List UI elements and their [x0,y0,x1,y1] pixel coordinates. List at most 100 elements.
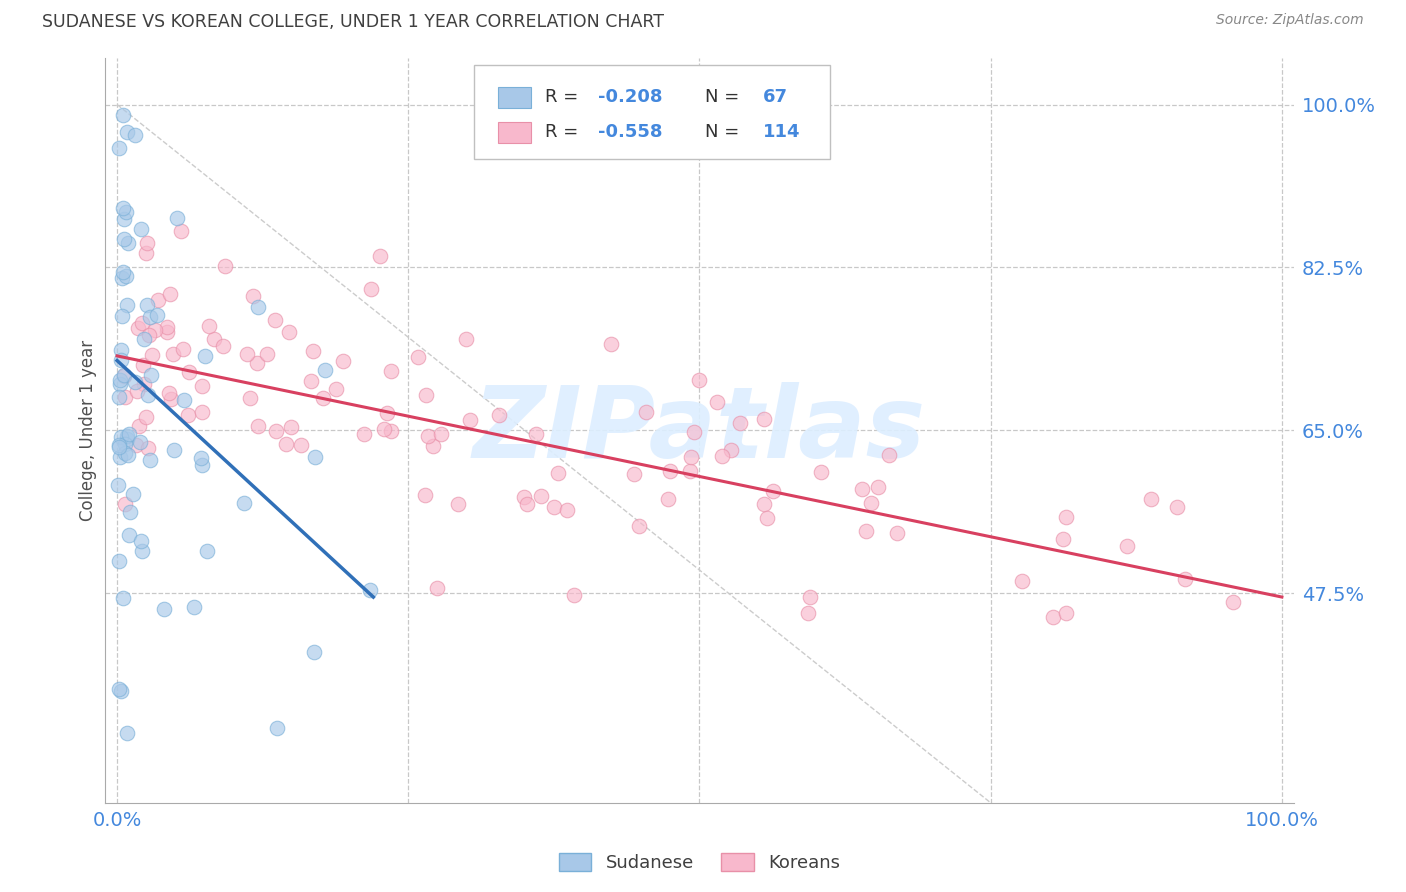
Point [163,443,186,458]
Point [157,385,180,400]
Point [278,325,301,339]
Legend: Sudanese, Koreans: Sudanese, Koreans [551,846,848,880]
Point [332,353,354,368]
Point [239,392,262,406]
Point [132,332,155,346]
Point [107,440,129,454]
Point [111,309,134,323]
Text: ZIPatlas: ZIPatlas [472,382,927,479]
Point [1011,574,1033,588]
Point [108,554,131,568]
Point [855,524,877,538]
Point [112,591,135,606]
Text: N =: N = [706,123,745,142]
Point [360,282,382,296]
Point [129,222,152,236]
Point [172,342,194,356]
Point [117,448,139,462]
Point [112,368,135,383]
Point [110,684,132,698]
Point [524,426,547,441]
Bar [498,122,531,143]
Point [274,437,297,451]
Point [136,388,159,402]
Point [1116,539,1139,553]
Point [543,500,565,515]
Point [108,390,131,404]
Point [1054,510,1077,524]
Point [359,582,381,597]
Point [135,410,157,425]
Point [752,497,775,511]
Point [1052,532,1074,546]
Point [136,298,159,312]
Point [190,450,212,465]
Point [756,511,779,525]
Point [246,418,269,433]
Point [415,488,437,502]
Point [190,458,212,472]
Text: Source: ZipAtlas.com: Source: ZipAtlas.com [1216,13,1364,28]
Point [380,424,402,438]
Point [111,271,134,285]
Point [118,505,141,519]
Point [634,405,657,419]
Text: 67: 67 [762,88,787,106]
Point [141,368,163,382]
Point [488,408,510,422]
Point [422,439,444,453]
Point [121,487,143,501]
Point [146,293,169,307]
Point [111,201,134,215]
Point [877,448,900,462]
Point [302,645,325,659]
Text: -0.558: -0.558 [599,123,664,142]
Text: -0.208: -0.208 [599,88,664,106]
Point [195,544,218,558]
Point [752,412,775,426]
Point [312,391,335,405]
Point [264,424,287,438]
Point [125,384,148,399]
Point [212,339,235,353]
Point [202,332,225,346]
Point [194,349,217,363]
Point [302,343,325,358]
Y-axis label: College, Under 1 year: College, Under 1 year [79,340,97,521]
Text: 114: 114 [762,123,800,142]
Point [131,534,153,549]
Point [117,527,139,541]
Point [115,204,138,219]
Point [232,496,254,510]
Point [530,489,553,503]
Point [159,287,181,301]
Point [799,591,821,605]
Point [141,348,163,362]
Point [138,310,160,324]
Point [145,323,167,337]
Point [242,289,264,303]
Point [266,722,288,736]
Point [110,353,132,368]
Point [290,438,312,452]
Point [153,602,176,616]
Point [1166,500,1188,515]
Point [236,347,259,361]
Point [110,450,132,464]
Point [628,518,651,533]
Point [107,478,129,492]
Point [156,325,179,339]
Point [456,332,478,346]
FancyBboxPatch shape [474,65,830,159]
Point [1222,595,1244,609]
Point [689,373,711,387]
Text: R =: R = [546,123,583,142]
Point [375,406,398,420]
Point [115,432,138,446]
Point [114,437,136,451]
Point [860,496,883,510]
Point [114,445,136,459]
Point [657,491,679,506]
Point [177,365,200,379]
Point [380,363,402,377]
